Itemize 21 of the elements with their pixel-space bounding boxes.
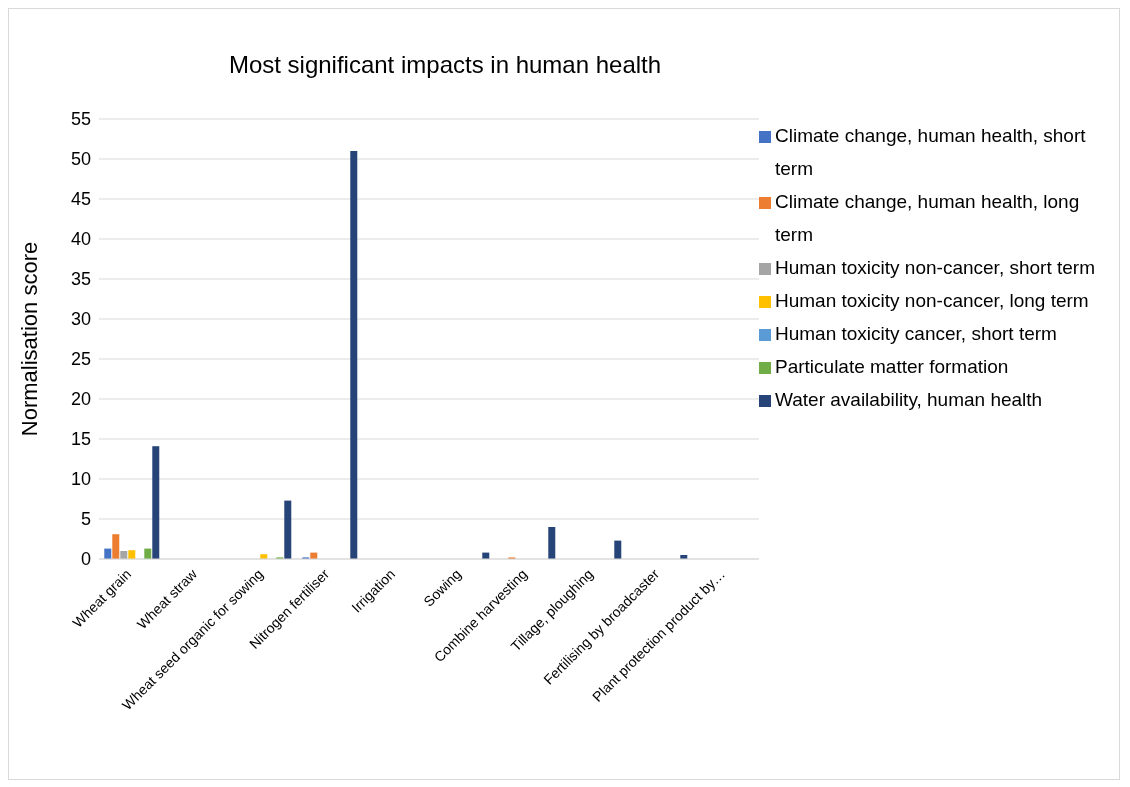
y-tick-label: 50 [70,149,91,170]
y-tick-label: 10 [70,469,91,490]
y-tick-label: 25 [70,349,91,370]
chart-title: Most significant impacts in human health [227,51,663,79]
y-tick-label: 15 [70,429,91,450]
legend-label: Human toxicity non-cancer, short term [775,256,1095,280]
y-tick-label: 35 [70,269,91,290]
y-tick-label: 0 [80,549,91,570]
y-tick-label: 5 [80,509,91,530]
legend-label: Particulate matter formation [775,355,1010,379]
legend-label: Water availability, human health [775,388,1044,412]
legend-label: Human toxicity cancer, short term [775,322,1058,346]
legend-label: Climate change, human health, long term [775,190,1081,247]
y-tick-label: 45 [70,189,91,210]
y-tick-label: 20 [70,389,91,410]
legend-label: Climate change, human health, short term [775,124,1087,181]
y-tick-label: 40 [70,229,91,250]
y-tick-label: 30 [70,309,91,330]
legend-label: Human toxicity non-cancer, long term [775,289,1090,313]
y-axis-title: Normalisation score [16,241,42,437]
y-tick-label: 55 [70,109,91,130]
